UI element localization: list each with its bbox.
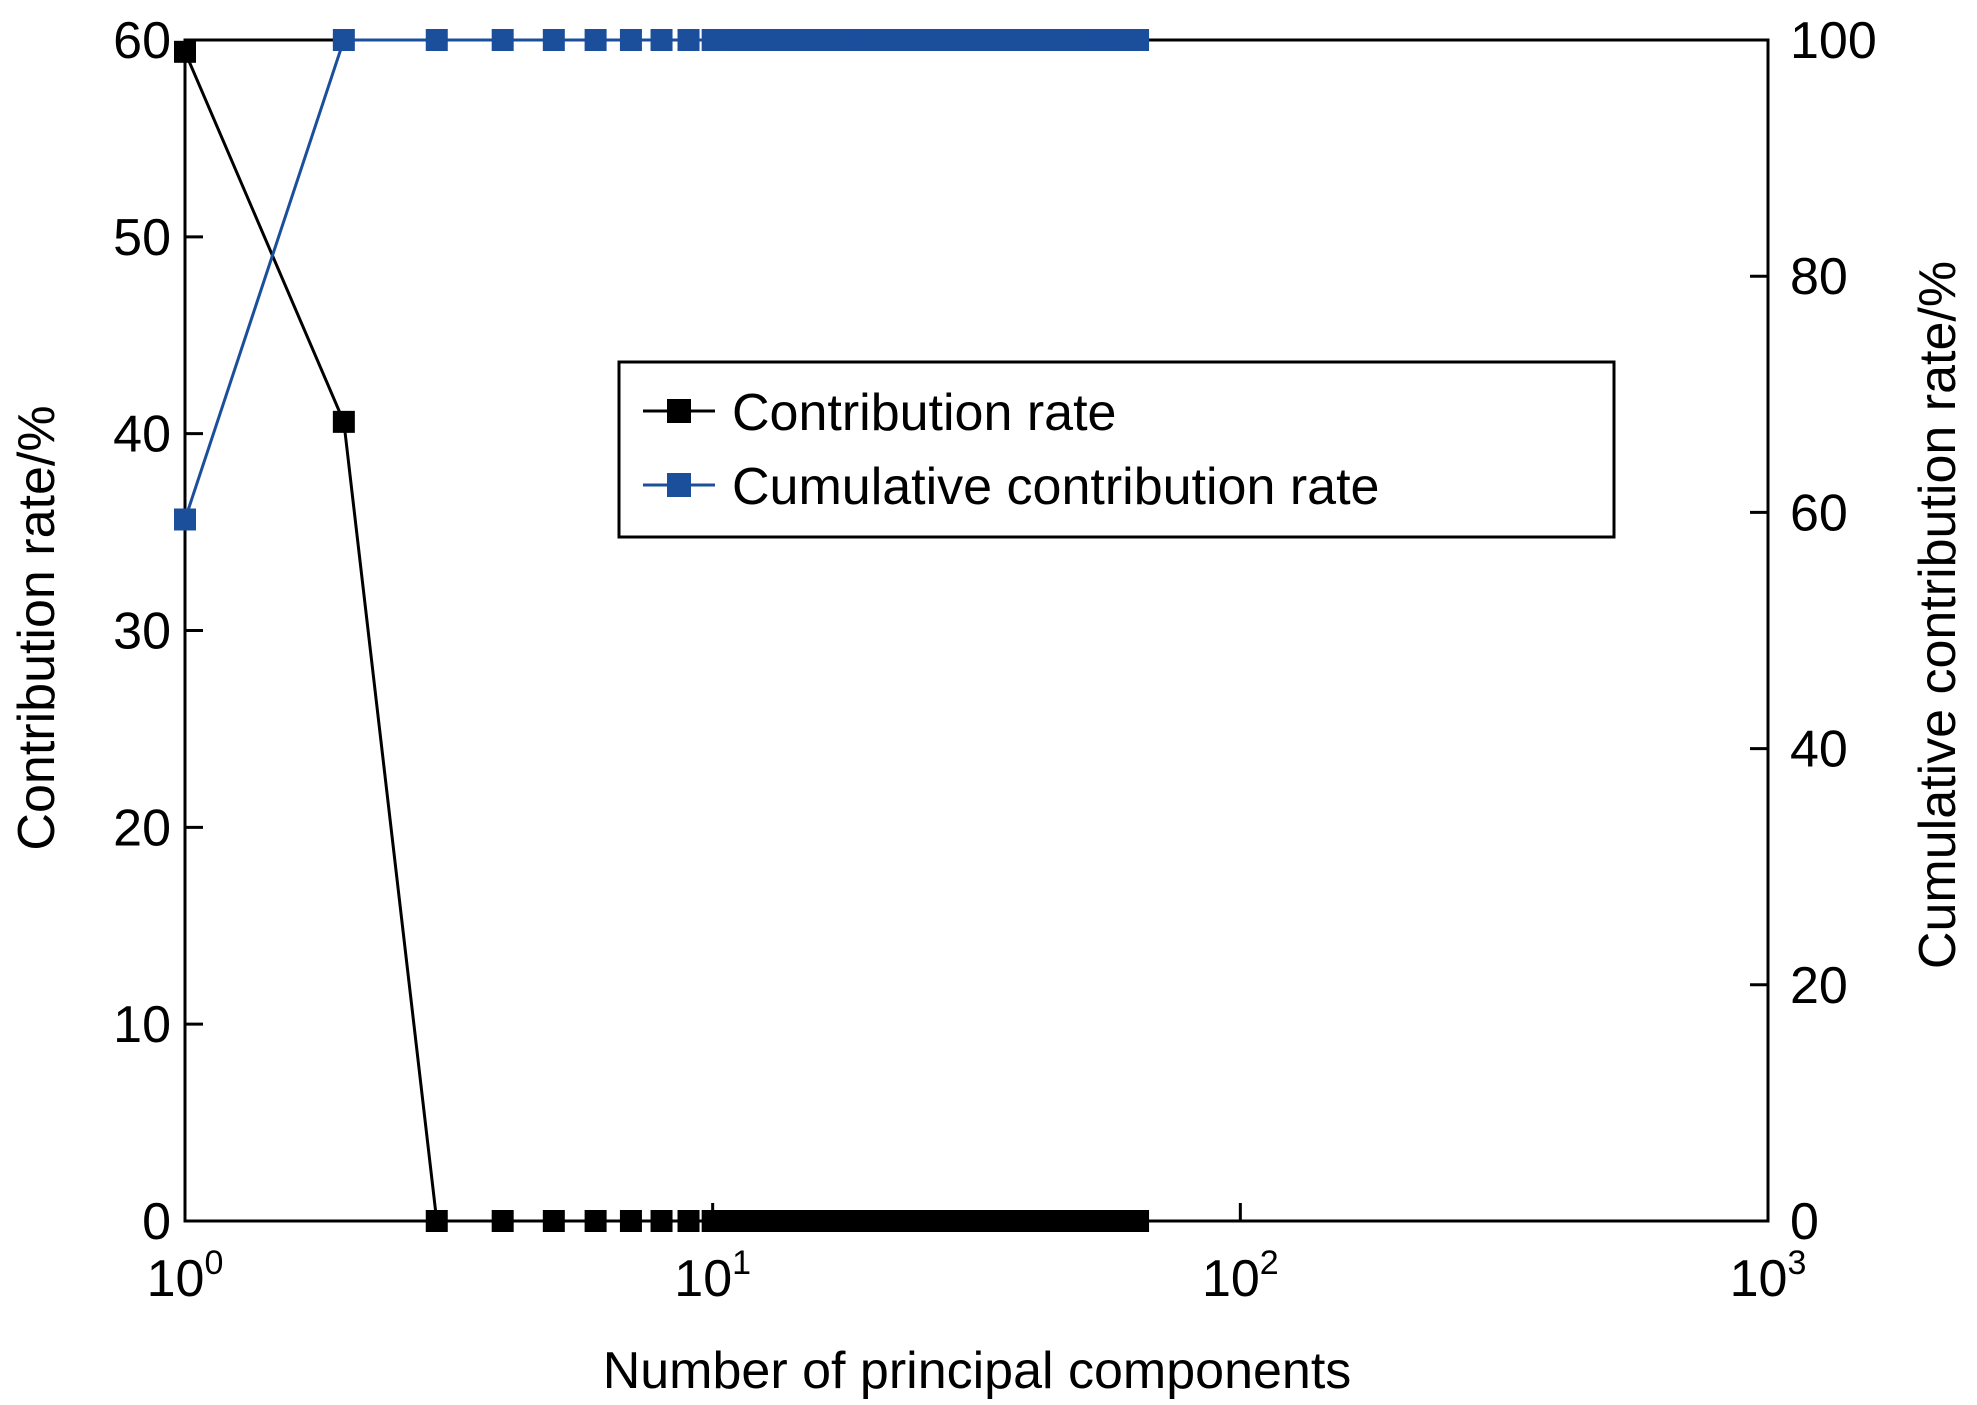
data-point <box>174 508 196 531</box>
data-point <box>619 1210 642 1232</box>
data-point <box>542 1210 565 1232</box>
data-point <box>701 29 724 51</box>
y2-tick-label: 0 <box>1790 1193 1819 1251</box>
y-tick-label: 50 <box>113 209 171 267</box>
data-point <box>332 410 355 433</box>
x-tick-label: 100 <box>147 1244 224 1308</box>
data-point <box>723 29 746 51</box>
y2-tick-label: 100 <box>1790 12 1877 70</box>
x-tick-label: 102 <box>1202 1244 1279 1308</box>
legend: Contribution rate Cumulative contributio… <box>617 360 1616 539</box>
x-axis-title: Number of principal components <box>603 1342 1352 1400</box>
x-axis: 100 101 102 103 <box>147 1203 1807 1308</box>
y2-tick-label: 60 <box>1790 484 1848 542</box>
data-point <box>584 29 607 51</box>
data-point <box>761 29 784 51</box>
data-point <box>701 1210 724 1232</box>
x-tick-label: 101 <box>674 1244 751 1308</box>
legend-label: Cumulative contribution rate <box>732 458 1379 516</box>
y2-tick-label: 40 <box>1790 721 1848 779</box>
data-point <box>1127 1210 1150 1232</box>
data-point <box>677 29 700 51</box>
y2-tick-label: 20 <box>1790 957 1848 1015</box>
data-point <box>677 1210 700 1232</box>
y2-tick-label: 80 <box>1790 248 1848 306</box>
data-point <box>425 29 448 51</box>
legend-label: Contribution rate <box>732 384 1116 442</box>
legend-swatch-marker <box>667 399 691 423</box>
y-axis-left: 0 10 20 30 40 50 60 <box>113 12 203 1251</box>
series-line <box>183 51 1139 1223</box>
data-point <box>723 1210 746 1232</box>
legend-box <box>617 360 1616 539</box>
series-cumulative-contribution-rate <box>174 29 1150 531</box>
plot-frame <box>183 38 1770 1223</box>
legend-item-cumulative: Cumulative contribution rate <box>643 458 1379 516</box>
series-contribution-rate <box>174 40 1150 1232</box>
legend-swatch-marker <box>667 473 691 497</box>
y-axis-right: 0 20 40 60 80 100 <box>1750 12 1877 1251</box>
data-point <box>743 1210 766 1232</box>
data-point <box>743 29 766 51</box>
data-point <box>491 29 514 51</box>
data-point <box>619 29 642 51</box>
data-point <box>1127 29 1150 51</box>
x-tick-label: 103 <box>1730 1244 1807 1308</box>
y2-axis-title: Cumulative contribution rate/% <box>1909 261 1967 969</box>
data-point <box>542 29 565 51</box>
y-tick-label: 30 <box>113 603 171 661</box>
data-point <box>650 29 673 51</box>
y-tick-label: 40 <box>113 406 171 464</box>
series-layer <box>174 29 1150 1232</box>
data-point <box>174 40 196 63</box>
data-point <box>425 1210 448 1232</box>
y-tick-label: 0 <box>142 1193 171 1251</box>
y-tick-label: 10 <box>113 996 171 1054</box>
data-point <box>584 1210 607 1232</box>
data-point <box>491 1210 514 1232</box>
data-point <box>332 29 355 51</box>
legend-item-contribution: Contribution rate <box>643 384 1116 442</box>
y-tick-label: 20 <box>113 799 171 857</box>
y-tick-label: 60 <box>113 12 171 70</box>
data-point <box>650 1210 673 1232</box>
data-point <box>761 1210 784 1232</box>
y-axis-title: Contribution rate/% <box>8 405 66 850</box>
